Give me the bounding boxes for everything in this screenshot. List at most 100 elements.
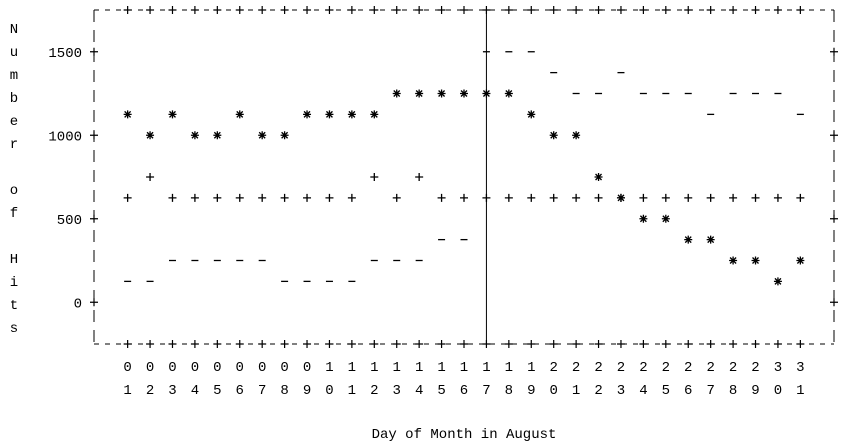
x-tick-label: 31	[792, 360, 808, 406]
x-tick-label: 03	[164, 360, 180, 406]
x-tick-mark	[504, 340, 513, 348]
x-tick-mark	[773, 6, 782, 14]
point	[213, 193, 222, 202]
x-tick-mark	[751, 340, 760, 348]
point	[168, 110, 177, 119]
x-tick-mark	[751, 6, 760, 14]
x-tick-mark	[347, 340, 356, 348]
point	[661, 193, 670, 202]
x-tick-mark	[639, 6, 648, 14]
point	[706, 193, 715, 202]
point	[303, 110, 312, 119]
x-tick-label: 23	[613, 360, 629, 406]
y-tick-label: 500	[57, 213, 82, 229]
point	[616, 193, 625, 202]
x-tick-mark	[392, 340, 401, 348]
point	[572, 131, 581, 140]
x-tick-mark	[527, 340, 536, 348]
x-tick-label: 19	[523, 360, 539, 406]
x-tick-label: 06	[232, 360, 248, 406]
point	[773, 193, 782, 202]
x-tick-mark	[549, 6, 558, 14]
point	[370, 110, 379, 119]
x-tick-label: 14	[411, 360, 427, 406]
x-tick-label: 15	[434, 360, 450, 406]
x-tick-mark	[347, 6, 356, 14]
point	[347, 193, 356, 202]
point	[796, 193, 805, 202]
x-tick-mark	[616, 6, 625, 14]
x-tick-mark	[370, 340, 379, 348]
x-tick-mark	[594, 340, 603, 348]
x-tick-mark	[796, 6, 805, 14]
y-tick-mark	[90, 47, 98, 56]
x-tick-mark	[460, 340, 468, 348]
x-tick-mark	[549, 340, 558, 348]
x-tick-mark	[460, 6, 468, 14]
point	[684, 193, 693, 202]
x-tick-mark	[325, 6, 334, 14]
x-tick-label: 26	[680, 360, 696, 406]
point	[572, 193, 581, 202]
point	[527, 193, 536, 202]
point	[706, 235, 715, 244]
point	[235, 193, 244, 202]
x-tick-mark	[168, 6, 177, 14]
x-tick-label: 21	[568, 360, 584, 406]
x-tick-label: 12	[366, 360, 382, 406]
x-tick-mark	[415, 6, 424, 14]
x-tick-mark	[190, 6, 199, 14]
point	[347, 110, 356, 119]
point	[392, 193, 401, 202]
point	[258, 131, 267, 140]
x-tick-label: 28	[725, 360, 741, 406]
point	[437, 89, 446, 98]
point	[796, 256, 805, 265]
x-tick-label: 20	[546, 360, 562, 406]
point	[661, 214, 670, 223]
x-tick-label: 01	[120, 360, 136, 406]
point	[549, 193, 558, 202]
point	[258, 193, 267, 202]
point	[280, 193, 289, 202]
point	[123, 193, 132, 202]
point	[549, 131, 558, 140]
y-tick-label: 1000	[48, 129, 82, 145]
point	[146, 131, 155, 140]
x-tick-label: 30	[770, 360, 786, 406]
x-tick-mark	[482, 340, 491, 348]
point	[415, 89, 424, 98]
x-tick-mark	[213, 6, 222, 14]
x-tick-label: 05	[209, 360, 225, 406]
x-tick-mark	[572, 340, 581, 348]
x-tick-mark	[213, 340, 222, 348]
x-tick-mark	[437, 6, 446, 14]
x-tick-label: 24	[635, 360, 651, 406]
x-tick-mark	[661, 6, 670, 14]
point	[190, 193, 199, 202]
x-tick-label: 11	[344, 360, 360, 406]
point	[303, 193, 312, 202]
point	[527, 110, 536, 119]
point	[482, 193, 491, 202]
point	[325, 110, 334, 119]
x-tick-mark	[258, 6, 267, 14]
point	[370, 173, 379, 181]
point	[392, 89, 401, 98]
x-tick-mark	[123, 340, 132, 348]
point	[146, 173, 155, 181]
x-tick-mark	[527, 6, 536, 14]
x-tick-mark	[773, 340, 782, 348]
y-axis-label: Number of Hits	[6, 22, 22, 344]
point	[594, 193, 603, 202]
y-tick-mark	[90, 214, 98, 223]
x-tick-mark	[437, 340, 446, 348]
x-tick-mark	[123, 6, 132, 14]
x-tick-label: 16	[456, 360, 472, 406]
x-tick-mark	[706, 340, 715, 348]
x-tick-label: 22	[591, 360, 607, 406]
x-tick-mark	[796, 340, 805, 348]
point	[168, 193, 177, 202]
y-tick-mark	[830, 298, 838, 307]
